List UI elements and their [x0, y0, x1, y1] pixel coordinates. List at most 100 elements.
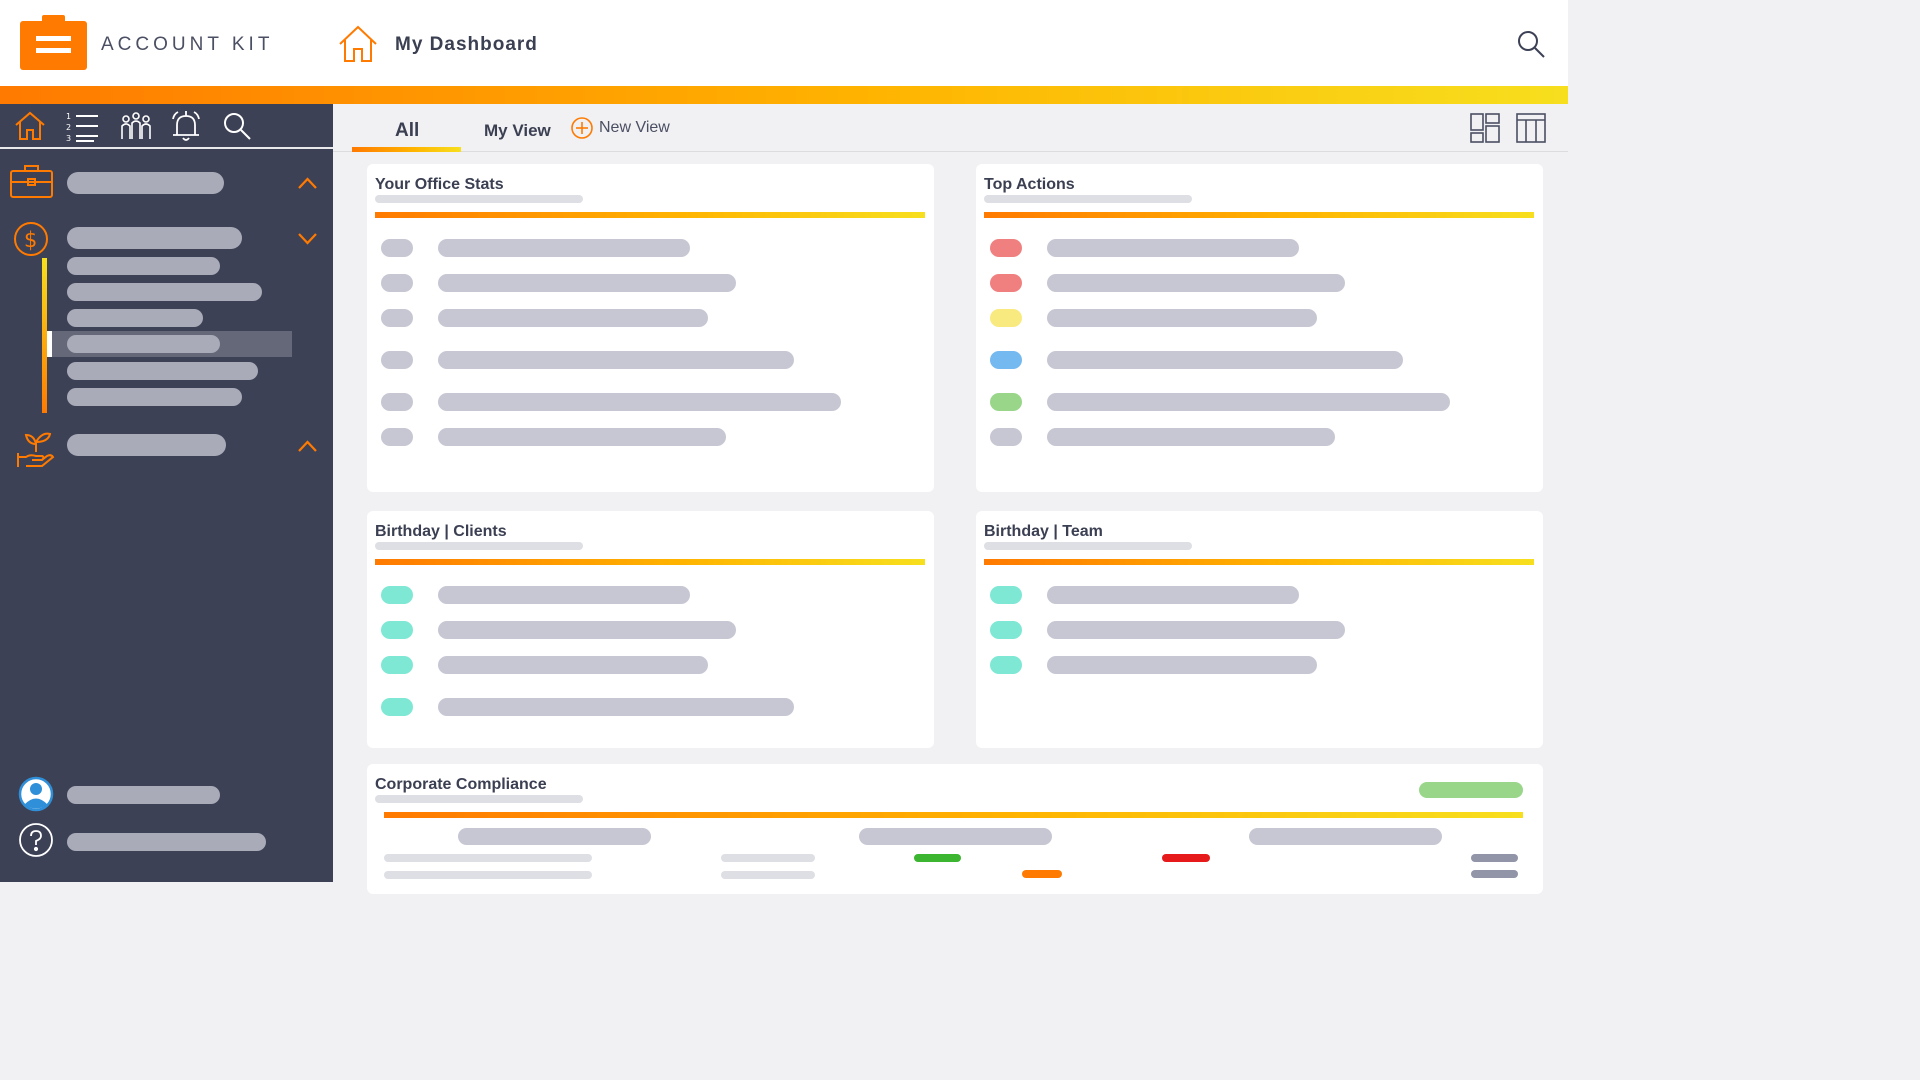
selected-item-marker — [47, 331, 52, 357]
birthday-row[interactable] — [1047, 586, 1299, 604]
sidebar-sub-item[interactable] — [67, 388, 242, 406]
search-icon[interactable] — [222, 111, 252, 146]
svg-text:1: 1 — [66, 112, 71, 121]
svg-text:3: 3 — [66, 134, 71, 142]
compliance-cell — [721, 871, 815, 879]
stat-row[interactable] — [438, 239, 690, 257]
priority-badge-red — [990, 239, 1022, 257]
action-row[interactable] — [1047, 428, 1335, 446]
birthday-badge — [990, 586, 1022, 604]
birthday-badge — [381, 621, 413, 639]
sidebar-section-label[interactable] — [67, 227, 242, 249]
compliance-column-header — [859, 828, 1052, 845]
help-icon[interactable] — [18, 822, 54, 863]
priority-badge-blue — [990, 351, 1022, 369]
user-name-placeholder[interactable] — [67, 786, 220, 804]
sidebar-sub-item-selected[interactable] — [67, 335, 220, 353]
compliance-cell — [384, 854, 592, 862]
tab-my-view[interactable]: My View — [484, 121, 551, 140]
card-accent-bar — [984, 559, 1534, 565]
stat-badge — [381, 393, 413, 411]
svg-text:$: $ — [24, 228, 37, 252]
search-icon[interactable] — [1516, 29, 1546, 59]
header-accent-bar — [0, 86, 1568, 104]
birthday-badge — [381, 586, 413, 604]
view-tabs: All My View New View — [333, 104, 1568, 152]
briefcase-logo-icon[interactable] — [20, 15, 87, 70]
sidebar-sub-item[interactable] — [67, 257, 220, 275]
priority-badge-yellow — [990, 309, 1022, 327]
grid-layout-icon[interactable] — [1470, 113, 1500, 148]
birthday-badge — [381, 656, 413, 674]
action-row[interactable] — [1047, 274, 1345, 292]
compliance-status-badge[interactable] — [1419, 782, 1523, 798]
stat-row[interactable] — [438, 428, 726, 446]
card-accent-bar — [375, 212, 925, 218]
alarm-bell-icon[interactable] — [170, 109, 202, 148]
home-icon[interactable] — [14, 110, 46, 147]
birthday-badge — [381, 698, 413, 716]
action-row[interactable] — [1047, 351, 1403, 369]
card-accent-bar — [384, 812, 1523, 818]
chevron-down-icon[interactable] — [298, 232, 317, 250]
sidebar-sub-item[interactable] — [67, 283, 262, 301]
briefcase-icon[interactable] — [9, 163, 54, 204]
sidebar-section-label[interactable] — [67, 434, 226, 456]
app-header: ACCOUNT KIT My Dashboard — [0, 0, 1568, 86]
home-icon[interactable] — [338, 25, 378, 63]
action-row[interactable] — [1047, 239, 1299, 257]
card-accent-bar — [375, 559, 925, 565]
sidebar-toolbar: 1 2 3 — [0, 104, 333, 149]
sidebar-sub-item[interactable] — [67, 309, 203, 327]
card-subtitle-placeholder — [984, 195, 1192, 203]
stat-row[interactable] — [438, 351, 794, 369]
help-label-placeholder[interactable] — [67, 833, 266, 851]
compliance-cell — [1471, 870, 1518, 878]
add-circle-icon — [571, 117, 593, 139]
plant-hand-icon[interactable] — [16, 430, 56, 473]
priority-badge-grey — [990, 428, 1022, 446]
numbered-list-icon[interactable]: 1 2 3 — [66, 110, 100, 147]
column-layout-icon[interactable] — [1516, 113, 1546, 148]
card-subtitle-placeholder — [375, 542, 583, 550]
sub-items-rail — [42, 258, 47, 413]
card-title: Birthday | Clients — [375, 523, 507, 540]
compliance-cell — [721, 854, 815, 862]
stat-badge — [381, 239, 413, 257]
compliance-cell — [384, 871, 592, 879]
chevron-up-icon[interactable] — [298, 439, 317, 457]
stat-badge — [381, 351, 413, 369]
new-view-label: New View — [599, 119, 670, 136]
dollar-coin-icon[interactable]: $ — [13, 221, 49, 262]
chevron-up-icon[interactable] — [298, 176, 317, 194]
birthday-team-card: Birthday | Team — [976, 511, 1543, 748]
stat-row[interactable] — [438, 274, 736, 292]
compliance-status-orange — [1022, 870, 1062, 878]
user-avatar-icon[interactable] — [18, 776, 54, 817]
compliance-cell — [1471, 854, 1518, 862]
sidebar: 1 2 3 — [0, 104, 333, 882]
action-row[interactable] — [1047, 393, 1450, 411]
brand-name: ACCOUNT KIT — [101, 34, 274, 55]
card-subtitle-placeholder — [375, 795, 583, 803]
sidebar-section-label[interactable] — [67, 172, 224, 194]
sidebar-sub-item[interactable] — [67, 362, 258, 380]
stat-row[interactable] — [438, 393, 841, 411]
birthday-row[interactable] — [438, 621, 736, 639]
team-icon[interactable] — [119, 111, 153, 146]
card-title: Top Actions — [984, 176, 1075, 193]
birthday-row[interactable] — [438, 656, 708, 674]
action-row[interactable] — [1047, 309, 1317, 327]
card-title: Corporate Compliance — [375, 776, 547, 793]
stat-row[interactable] — [438, 309, 708, 327]
birthday-row[interactable] — [438, 698, 794, 716]
birthday-row[interactable] — [438, 586, 690, 604]
stat-badge — [381, 428, 413, 446]
birthday-row[interactable] — [1047, 621, 1345, 639]
tab-all[interactable]: All — [395, 120, 420, 141]
card-title: Your Office Stats — [375, 176, 504, 193]
top-actions-card: Top Actions — [976, 164, 1543, 492]
page-title: My Dashboard — [395, 34, 538, 55]
birthday-row[interactable] — [1047, 656, 1317, 674]
active-tab-underline — [352, 147, 461, 152]
